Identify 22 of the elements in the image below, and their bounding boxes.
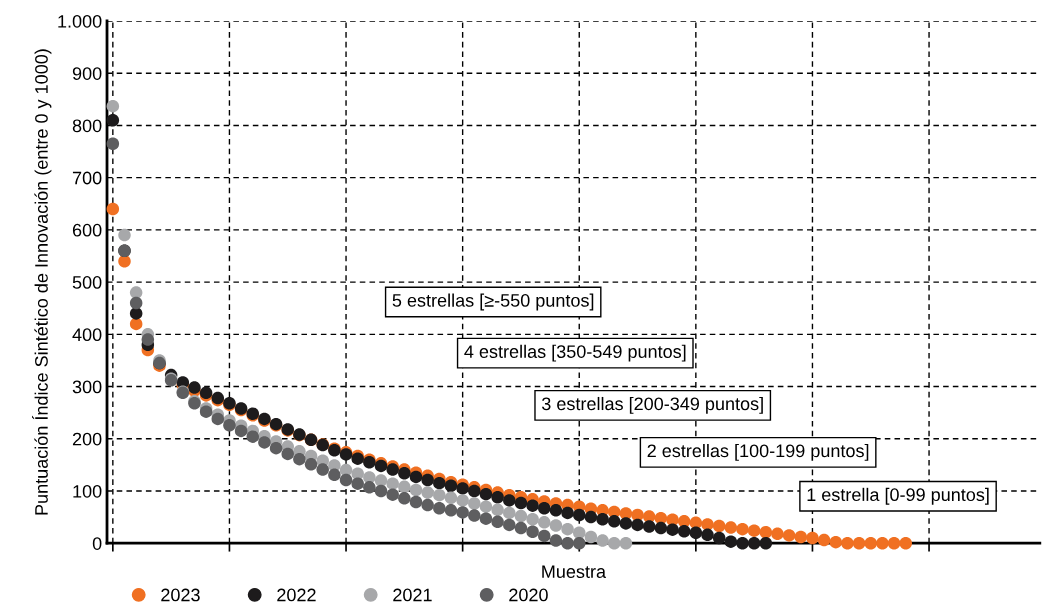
y-tick-label: 300	[72, 380, 102, 394]
annotation: 5 estrellas [≥-550 puntos]	[392, 293, 594, 311]
y-tick-label: 800	[72, 119, 102, 133]
y-tick-label: 900	[72, 67, 102, 80]
y-tick-label: 700	[72, 171, 102, 185]
y-tick-label: 600	[72, 223, 102, 237]
legend-label: 2020	[509, 588, 548, 602]
y-tick-label: 1.000	[58, 14, 102, 28]
y-tick-label: 400	[72, 328, 102, 342]
y-tick-label: 0	[92, 537, 102, 550]
annotation: 1 estrella [0-99 puntos]	[807, 487, 989, 505]
legend-label: 2021	[393, 588, 432, 602]
legend-label: 2022	[277, 588, 316, 602]
annotation: 2 estrellas [100-199 puntos]	[647, 443, 869, 461]
legend-label: 2023	[161, 588, 200, 602]
annotation: 4 estrellas [350-549 puntos]	[464, 344, 686, 362]
y-axis-title: Puntuación Índice Sintético de Innovación (entre 0 y 1000)	[32, 49, 52, 515]
y-tick-label: 500	[72, 276, 102, 289]
x-axis-title: Muestra	[542, 565, 607, 579]
annotation: 3 estrellas [200-349 puntos]	[541, 396, 763, 414]
y-tick-label: 200	[72, 432, 102, 446]
y-tick-label: 100	[73, 484, 102, 498]
